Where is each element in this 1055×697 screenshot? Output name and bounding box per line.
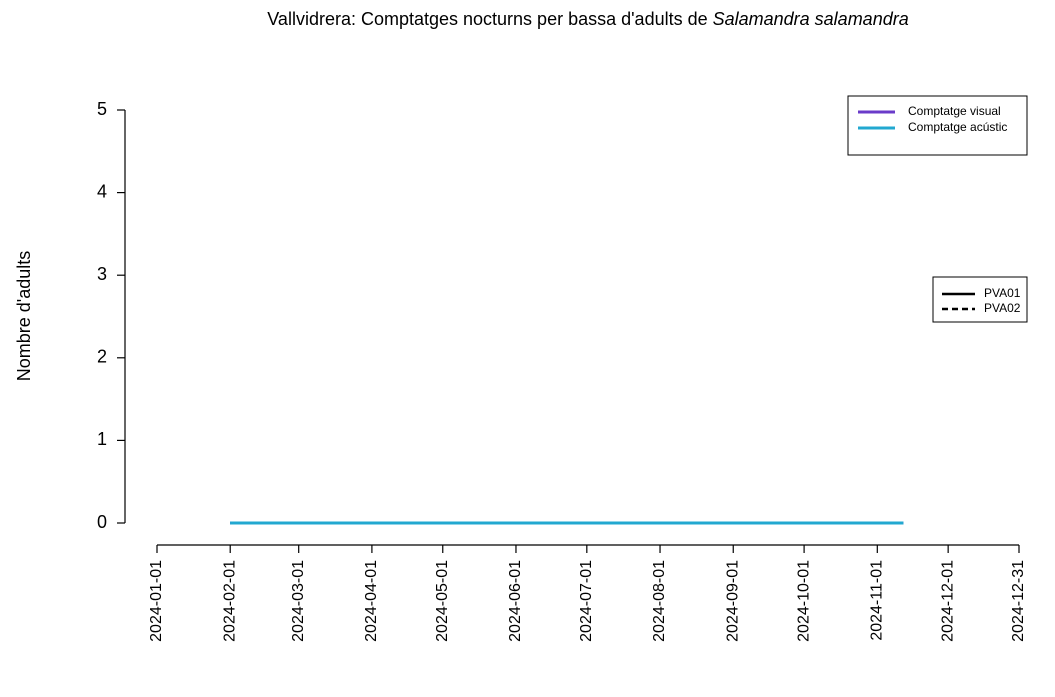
title-species: Salamandra salamandra (713, 9, 909, 29)
x-tick-label: 2024-10-01 (795, 560, 812, 642)
y-tick-label: 2 (97, 347, 107, 367)
x-tick-label: 2024-03-01 (290, 560, 307, 642)
legend-label: Comptatge acústic (908, 120, 1007, 134)
legend-label: PVA02 (984, 301, 1021, 315)
x-tick-label: 2024-06-01 (507, 560, 524, 642)
legend-box (847, 95, 1028, 156)
x-tick-label: 2024-12-31 (1010, 560, 1027, 642)
x-tick-label: 2024-09-01 (724, 560, 741, 642)
y-tick-label: 4 (97, 181, 107, 201)
legend-label: Comptatge visual (908, 104, 1001, 118)
x-tick-label: 2024-07-01 (578, 560, 595, 642)
legend-label: PVA01 (984, 286, 1021, 300)
x-tick-label: 2024-05-01 (434, 560, 451, 642)
x-tick-label: 2024-04-01 (363, 560, 380, 642)
y-tick-label: 1 (97, 429, 107, 449)
x-tick-label: 2024-02-01 (221, 560, 238, 642)
legend-box (932, 276, 1028, 323)
y-tick-label: 0 (97, 512, 107, 532)
y-tick-label: 3 (97, 264, 107, 284)
x-tick-label: 2024-11-01 (869, 560, 886, 641)
y-axis-label: Nombre d'adults (14, 251, 34, 382)
x-tick-label: 2024-12-01 (939, 560, 956, 642)
title-text: Vallvidrera: Comptatges nocturns per bas… (267, 9, 707, 29)
x-tick-label: 2024-01-01 (148, 560, 165, 642)
x-tick-label: 2024-08-01 (651, 560, 668, 642)
chart-title: Vallvidrera: Comptatges nocturns per bas… (267, 9, 908, 29)
y-tick-label: 5 (97, 99, 107, 119)
